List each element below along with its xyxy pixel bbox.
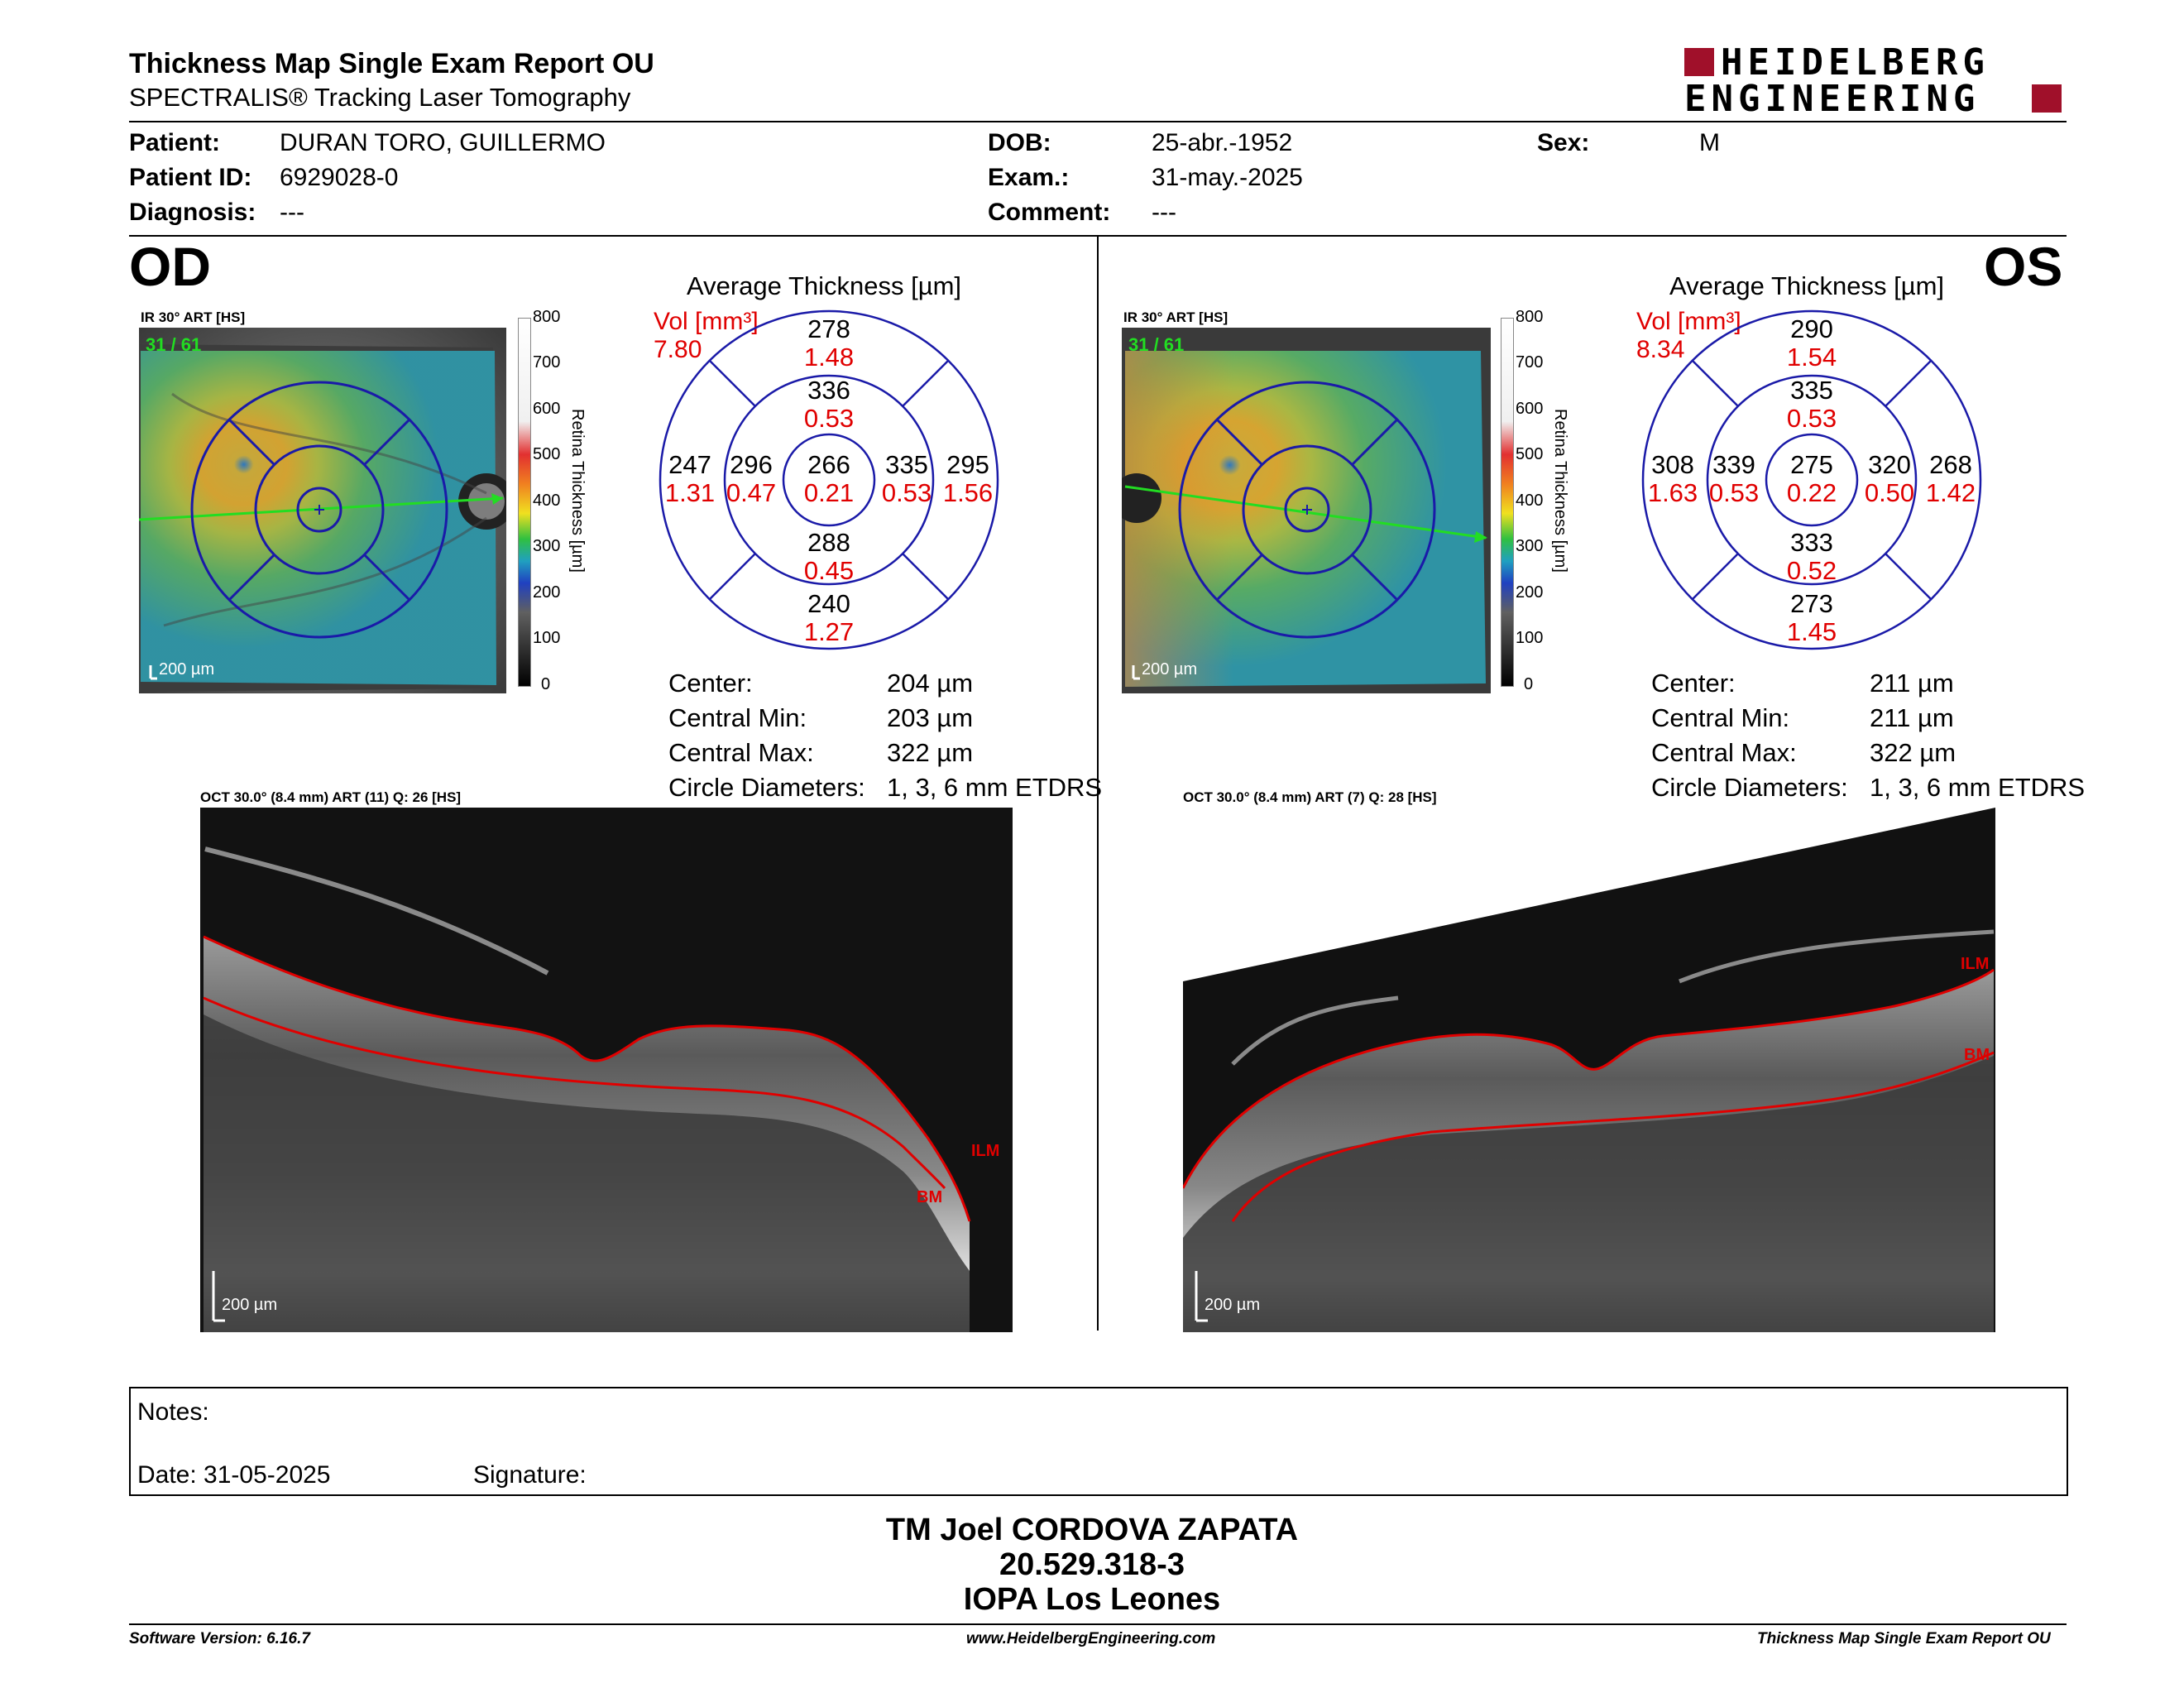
os-thickness-map: 31 / 61 200 µm bbox=[1112, 328, 1491, 693]
od-etdrs-grid: 278 1.48 336 0.53 266 0.21 296 0.47 335 … bbox=[655, 306, 1003, 654]
os-colorbar-axis-label: Retina Thickness [µm] bbox=[1551, 409, 1569, 573]
od-oct-bscan: ILM BM 200 µm bbox=[200, 808, 1013, 1332]
od-map-scale: 200 µm bbox=[159, 660, 215, 679]
os-frame-counter: 31 / 61 bbox=[1128, 334, 1185, 355]
od-oct-scale: 200 µm bbox=[222, 1296, 278, 1314]
logo-line2: ENGINEERING bbox=[1684, 78, 1980, 120]
exam-label: Exam.: bbox=[988, 164, 1070, 191]
os-avg-title: Average Thickness [µm] bbox=[1669, 271, 1945, 300]
os-map-scale: 200 µm bbox=[1142, 660, 1198, 679]
os-etdrs-grid: 290 1.54 335 0.53 275 0.22 339 0.53 320 … bbox=[1638, 306, 1985, 654]
signatory-id: 20.529.318-3 bbox=[999, 1547, 1185, 1582]
od-colorbar-axis-label: Retina Thickness [µm] bbox=[568, 409, 587, 573]
os-oct-scale: 200 µm bbox=[1205, 1296, 1261, 1314]
os-vol-label: Vol [mm³] bbox=[1636, 308, 1741, 335]
od-bm-label: BM bbox=[917, 1188, 943, 1206]
patient-name: DURAN TORO, GUILLERMO bbox=[280, 129, 606, 156]
patient-id-label: Patient ID: bbox=[129, 164, 252, 191]
os-oct-label: OCT 30.0° (8.4 mm) ART (7) Q: 28 [HS] bbox=[1183, 789, 1437, 805]
dob-label: DOB: bbox=[988, 129, 1051, 156]
dob-value: 25-abr.-1952 bbox=[1152, 129, 1293, 156]
od-oct-label: OCT 30.0° (8.4 mm) ART (11) Q: 26 [HS] bbox=[200, 789, 462, 805]
comment-value: --- bbox=[1152, 199, 1176, 226]
od-colorbar bbox=[518, 318, 531, 687]
notes-date: Date: 31-05-2025 bbox=[137, 1461, 331, 1489]
notes-box: Notes: Date: 31-05-2025 Signature: bbox=[129, 1387, 2068, 1496]
heidelberg-logo: HEIDELBERG ENGINEERING bbox=[1684, 41, 2065, 120]
footer-report-name: Thickness Map Single Exam Report OU bbox=[1757, 1630, 2051, 1647]
od-label: OD bbox=[129, 236, 211, 297]
os-oct-bscan: ILM BM 200 µm bbox=[1183, 808, 1995, 1332]
od-thickness-map: 31 / 61 200 µm bbox=[138, 328, 515, 693]
logo-line1: HEIDELBERG bbox=[1721, 41, 1990, 84]
signatory-org: IOPA Los Leones bbox=[963, 1582, 1221, 1617]
os-colorbar bbox=[1501, 318, 1514, 687]
os-colorbar-ticks: 800 700 600 500 400 300 200 100 0 bbox=[1516, 308, 1544, 693]
notes-label: Notes: bbox=[137, 1398, 209, 1426]
od-ilm-label: ILM bbox=[971, 1142, 1000, 1160]
report-subtitle: SPECTRALIS® Tracking Laser Tomography bbox=[129, 83, 631, 112]
od-vol-value: 7.80 bbox=[654, 336, 702, 363]
software-version: Software Version: 6.16.7 bbox=[129, 1630, 310, 1647]
signature-label: Signature: bbox=[473, 1461, 587, 1489]
od-avg-title: Average Thickness [µm] bbox=[687, 271, 962, 300]
od-ir-label: IR 30° ART [HS] bbox=[141, 309, 246, 325]
os-ir-label: IR 30° ART [HS] bbox=[1123, 309, 1228, 325]
report-title: Thickness Map Single Exam Report OU bbox=[129, 48, 654, 79]
diagnosis-label: Diagnosis: bbox=[129, 199, 256, 226]
os-label: OS bbox=[1984, 236, 2063, 297]
patient-label: Patient: bbox=[129, 129, 221, 156]
signatory-name: TM Joel CORDOVA ZAPATA bbox=[885, 1513, 1299, 1547]
sex-value: M bbox=[1699, 129, 1720, 156]
od-colorbar-ticks: 800 700 600 500 400 300 200 100 0 bbox=[533, 308, 561, 693]
od-vol-label: Vol [mm³] bbox=[654, 308, 759, 335]
exam-value: 31-may.-2025 bbox=[1152, 164, 1303, 191]
od-frame-counter: 31 / 61 bbox=[146, 334, 202, 355]
comment-label: Comment: bbox=[988, 199, 1111, 226]
os-ilm-label: ILM bbox=[1961, 955, 1990, 973]
sex-label: Sex: bbox=[1537, 129, 1590, 156]
os-bm-label: BM bbox=[1964, 1046, 1990, 1064]
diagnosis-value: --- bbox=[280, 199, 304, 226]
patient-id: 6929028-0 bbox=[280, 164, 399, 191]
os-vol-value: 8.34 bbox=[1636, 336, 1685, 363]
website-link[interactable]: www.HeidelbergEngineering.com bbox=[966, 1630, 1216, 1647]
